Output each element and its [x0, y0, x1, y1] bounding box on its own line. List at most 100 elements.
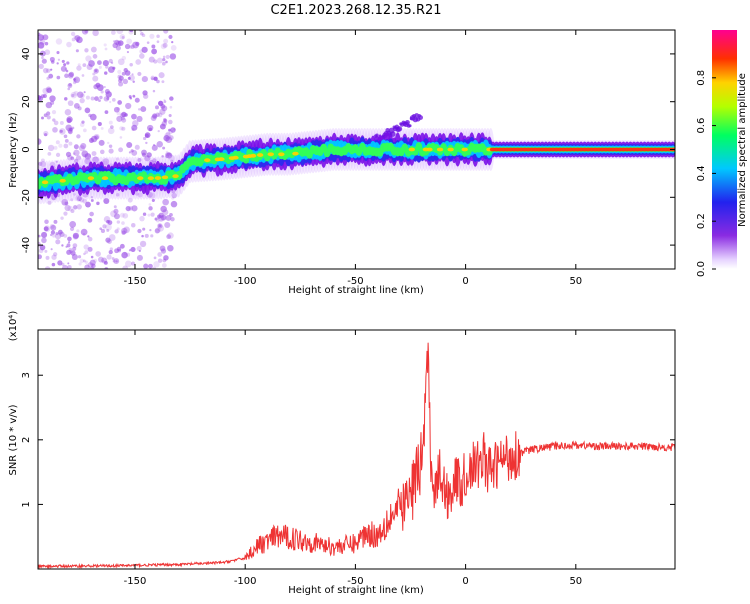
spectrogram-noise-point — [102, 260, 105, 263]
spectrogram-noise-point — [73, 193, 76, 196]
spectrogram-noise-point — [90, 46, 97, 53]
colorbar-axis: 0.0 0.2 0.4 0.6 0.8 — [696, 70, 716, 277]
spectrogram-noise-point — [46, 87, 52, 94]
spectrogram-noise-point — [131, 205, 138, 212]
spectrogram-noise-point — [60, 216, 64, 220]
spectrogram-noise-point — [71, 253, 78, 261]
spectrogram-noise-point — [151, 44, 156, 49]
spectrogram-noise-point — [139, 53, 145, 59]
spectrogram-noise-point — [67, 87, 71, 91]
spectrogram-noise-point — [146, 152, 152, 158]
spectrogram-noise-point — [49, 223, 55, 229]
colorbar-tick-label: 0.4 — [696, 165, 707, 181]
spectrogram-noise-point — [110, 125, 114, 129]
spectrogram-ridge-core — [278, 152, 285, 157]
spectrogram-noise-point — [121, 71, 126, 76]
spectrogram-noise-point — [82, 198, 88, 204]
spectrogram-noise-point — [82, 63, 87, 68]
spectrogram-noise-point — [161, 155, 164, 158]
spectrogram-noise-point — [158, 100, 164, 107]
spectrogram-noise-point — [87, 246, 93, 252]
spectrogram-noise-point — [170, 127, 176, 133]
spectrogram-noise-point — [165, 214, 172, 221]
spectrogram-noise-point — [64, 138, 69, 143]
spectrogram-noise-point — [116, 227, 120, 231]
spectrogram-noise-point — [68, 247, 73, 252]
spectrogram-ridge-core — [267, 152, 274, 157]
spectrogram-noise-point — [121, 111, 127, 118]
spectrogram-noise-point — [146, 41, 150, 44]
spectrogram-noise-point — [128, 95, 132, 99]
spectrogram-noise-point — [153, 76, 158, 81]
spectrogram-noise-point — [92, 72, 96, 76]
spectrogram-noise-point — [113, 258, 120, 264]
spectrogram-noise-point — [130, 261, 136, 266]
spectrogram-noise-point — [131, 150, 138, 156]
spectrogram-noise-point — [104, 47, 108, 51]
spectrogram-noise-point — [152, 89, 156, 93]
spectrogram-ridge-core — [161, 175, 169, 180]
spectrogram-noise-point — [108, 234, 116, 241]
spectrogram-noise-point — [75, 49, 79, 53]
y-tick-label: 20 — [21, 95, 32, 108]
spectrogram-noise-point — [113, 205, 117, 209]
spectrogram-noise-point — [44, 133, 48, 137]
spectrogram-noise-point — [119, 34, 126, 40]
spectrogram-noise-point — [162, 58, 166, 62]
spectrogram-noise-point — [81, 74, 85, 77]
spectrogram-noise-point — [147, 213, 151, 217]
spectrogram-noise-point — [157, 252, 163, 257]
y-tick-label: -20 — [21, 189, 32, 205]
spectrogram-noise-point — [136, 115, 143, 122]
spectrogram-noise-point — [97, 60, 102, 65]
spectrogram-branch-point — [404, 120, 410, 126]
spectrogram-noise-point — [136, 254, 143, 261]
colorbar-gradient — [712, 30, 737, 269]
spectrogram-noise-point — [66, 249, 72, 255]
spectrogram-noise-point — [80, 142, 87, 150]
spectrogram-noise-point — [158, 72, 165, 79]
spectrogram-noise-point — [121, 55, 127, 61]
spectrogram-noise-point — [103, 85, 106, 89]
spectrogram-noise-point — [45, 255, 50, 260]
spectrogram-noise-point — [89, 259, 96, 266]
spectrogram-noise-point — [108, 250, 113, 255]
spectrogram-noise-point — [114, 229, 119, 234]
spectrogram-noise-point — [168, 128, 171, 132]
spectrogram-noise-point — [108, 58, 113, 64]
spectrogram-noise-point — [154, 217, 158, 221]
spectrogram-noise-point — [112, 42, 118, 49]
spectrogram-noise-point — [46, 68, 51, 73]
spectrogram-noise-point — [52, 234, 56, 238]
spectrogram-noise-point — [85, 95, 90, 100]
spectrogram-noise-point — [154, 228, 160, 234]
spectrogram-noise-point — [64, 109, 72, 116]
spectrogram-noise-point — [74, 35, 81, 41]
spectrogram-noise-point — [85, 201, 91, 208]
spectrogram-noise-point — [108, 120, 113, 125]
spectrogram-noise-point — [50, 230, 56, 235]
colorbar-tick-label: 0.2 — [696, 213, 707, 229]
spectrogram-noise-point — [153, 59, 158, 64]
spectrogram-noise-point — [84, 107, 91, 114]
spectrogram-noise-point — [38, 138, 42, 145]
spectrogram-noise-point — [100, 126, 104, 130]
spectrogram-ridge-core — [408, 147, 416, 152]
spectrogram-noise-point — [98, 139, 105, 146]
spectrogram-noise-point — [89, 211, 94, 217]
spectrogram-noise-point — [83, 244, 89, 250]
spectrogram-noise-point — [73, 205, 78, 210]
spectrogram-noise-point — [108, 148, 114, 154]
spectrogram-noise-point — [111, 30, 116, 35]
spectrogram-noise-point — [156, 57, 163, 64]
colorbar-label: Normalized spectral amplitude — [737, 73, 748, 227]
spectrogram-noise-point — [132, 94, 136, 98]
spectrogram-noise-point — [93, 258, 98, 263]
spectrogram-noise-point — [63, 143, 69, 149]
spectrogram-noise-point — [84, 250, 89, 254]
spectrogram-noise-point — [67, 264, 72, 269]
spectrogram-noise-point — [104, 71, 108, 75]
spectrogram-noise-point — [61, 265, 69, 269]
spectrogram-noise-point — [57, 260, 63, 266]
spectrogram-noise-point — [83, 128, 87, 133]
